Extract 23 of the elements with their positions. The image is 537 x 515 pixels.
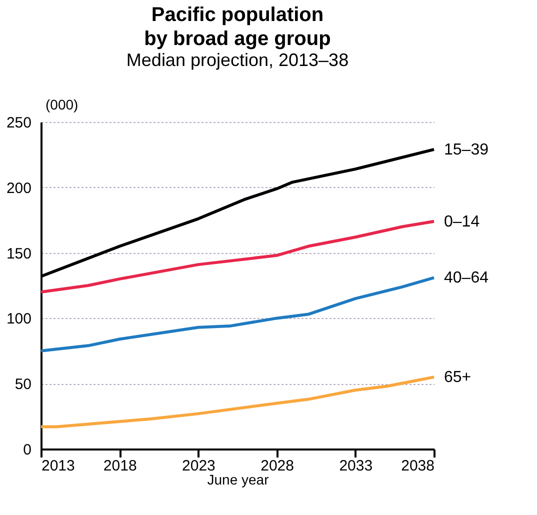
line-series: [40, 276, 436, 352]
x-tick-label: 2023: [182, 458, 216, 474]
series-label: 65+: [444, 369, 472, 386]
line-series: [40, 376, 436, 428]
y-axis-title: (000): [46, 96, 78, 112]
x-tick-label: 2033: [339, 458, 373, 474]
x-tick-label: 2013: [42, 458, 75, 474]
y-tick-label: 50: [14, 376, 32, 394]
series-label: 15–39: [444, 141, 489, 158]
x-tick-label: 2038: [401, 458, 434, 474]
x-axis-title: June year: [207, 472, 270, 488]
series-label: 40–64: [444, 270, 489, 287]
chart-subtitle: Median projection, 2013–38: [126, 50, 349, 70]
chart-title: Pacific population by broad age group: [144, 4, 331, 50]
y-tick-label: 0: [23, 442, 32, 458]
x-tick-label: 2018: [103, 458, 137, 474]
series-label: 0–14: [444, 213, 480, 230]
line-series: [40, 220, 436, 294]
x-tick-label: 2028: [260, 458, 294, 474]
y-tick-label: 100: [6, 310, 32, 328]
y-tick-label: 250: [6, 114, 32, 132]
y-tick-label: 150: [6, 245, 32, 262]
y-tick-label: 200: [6, 180, 32, 197]
